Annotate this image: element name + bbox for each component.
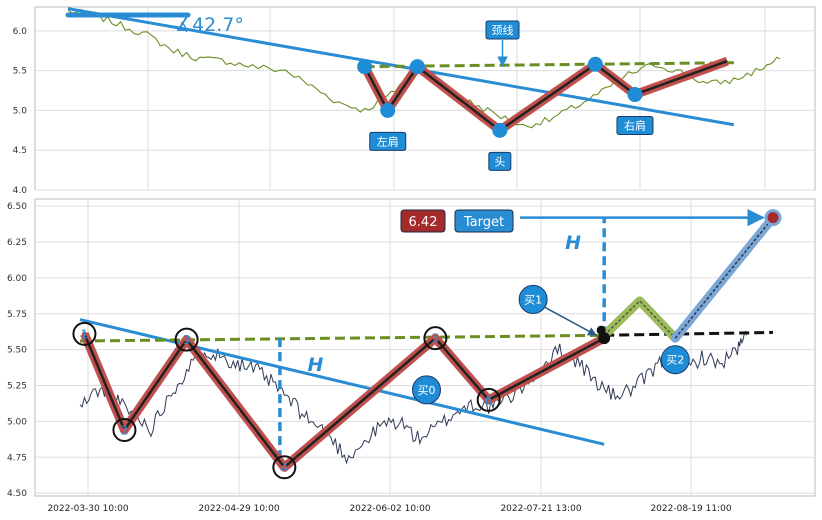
bottom-pattern-label: 5 <box>432 332 440 346</box>
bottom-x-tick-label: 2022-07-21 13:00 <box>500 504 581 514</box>
buy-points: 买0 买1 买2 <box>412 284 690 405</box>
top-pattern-point <box>409 59 425 75</box>
bottom-pattern-vertex <box>121 427 127 433</box>
top-pattern-point <box>380 102 396 118</box>
top-neckline <box>364 61 734 69</box>
bottom-y-tick-label: 6.50 <box>7 202 27 212</box>
neckline-callout: 颈线 <box>485 20 520 68</box>
height-label: H <box>307 354 323 376</box>
top-pattern-points <box>357 56 643 138</box>
bottom-panel: 4.50 4.75 5.00 5.25 5.50 5.75 6.00 6.25 6.50 202… <box>7 198 816 514</box>
bottom-pattern-vertex <box>281 464 287 470</box>
bottom-pattern-marker <box>423 326 448 351</box>
bottom-pattern-vertex <box>184 337 190 343</box>
bottom-x-tick-label: 2022-04-29 10:00 <box>198 504 279 514</box>
bottom-neckline <box>79 333 605 343</box>
projection-swing-line <box>603 300 676 339</box>
neckline-label: 颈线 <box>492 23 514 37</box>
breakout-extension-line <box>604 330 774 337</box>
target-label-box <box>454 209 514 233</box>
bottom-x-tick-label: 2022-03-30 10:00 <box>47 504 128 514</box>
bottom-pattern-marker <box>272 455 297 480</box>
bottom-pattern-points: 1 2 3 4 5 6 <box>72 321 611 480</box>
bottom-x-tick-label: 2022-08-19 11:00 <box>650 504 731 514</box>
bottom-pattern-vertex <box>432 335 438 341</box>
bottom-trend-line <box>79 318 605 446</box>
top-plot-frame <box>34 6 816 191</box>
bottom-pattern-vertex <box>486 397 492 403</box>
buy-point-label: 买1 <box>524 293 542 306</box>
top-panel: 4.0 4.5 5.0 5.5 6.0 ∡42.7° 左肩头 右肩 颈线 <box>13 6 816 196</box>
top-pattern-label-box <box>369 131 407 151</box>
bottom-x-tick-label: 2022-06-02 10:00 <box>349 504 430 514</box>
target-point <box>764 209 782 227</box>
bottom-pattern-marker <box>174 327 199 352</box>
target-value-box <box>400 209 446 233</box>
top-grid <box>35 7 815 191</box>
height-measurements: HH <box>278 217 606 468</box>
top-pattern-label-box <box>488 151 512 171</box>
bottom-y-tick-label: 5.25 <box>7 382 27 392</box>
bottom-pattern-label: 4 <box>281 461 289 475</box>
top-pattern-point <box>627 87 643 103</box>
bottom-y-tick-label: 5.00 <box>7 417 27 427</box>
bottom-y-tick-label: 5.50 <box>7 346 27 356</box>
bottom-grid <box>35 199 815 496</box>
top-pattern-point <box>357 59 373 75</box>
top-pattern-point <box>587 56 603 72</box>
buy-point-badge <box>660 345 690 375</box>
bottom-pattern-marker <box>112 418 137 442</box>
bottom-y-ticks: 4.50 4.75 5.00 5.25 5.50 5.75 6.00 6.25 6.50 <box>7 202 27 499</box>
top-pattern-point <box>492 122 508 138</box>
bottom-pattern-marker <box>476 387 501 412</box>
buy-arrow <box>544 306 597 336</box>
breakout-point <box>598 332 611 345</box>
top-y-tick-label: 6.0 <box>13 27 28 37</box>
top-pattern-label: 头 <box>494 155 505 168</box>
top-pattern-labels: 左肩头 右肩 <box>369 116 654 171</box>
bottom-y-tick-label: 4.50 <box>7 489 27 499</box>
bottom-pattern-label: 1 <box>81 327 89 341</box>
buy-point-label: 买0 <box>418 384 436 397</box>
buy-point-badge <box>412 375 441 405</box>
bottom-y-tick-label: 4.75 <box>7 453 27 463</box>
top-pattern-label: 右肩 <box>624 119 646 133</box>
angle-label: ∡42.7° <box>175 14 244 36</box>
target-label: Target <box>463 215 504 230</box>
bottom-y-tick-label: 6.00 <box>7 274 27 284</box>
bottom-pattern-label: 2 <box>121 424 129 438</box>
target-callout: 6.42 Target <box>400 208 782 233</box>
top-y-tick-label: 5.5 <box>13 67 27 77</box>
buy-point-label: 买2 <box>666 354 684 367</box>
neckline-label-box <box>485 20 520 40</box>
bottom-y-tick-label: 6.25 <box>7 238 27 248</box>
top-y-ticks: 4.0 4.5 5.0 5.5 6.0 <box>13 27 28 196</box>
bottom-price-line <box>79 330 747 465</box>
bottom-y-tick-label: 5.75 <box>7 310 27 320</box>
top-pattern-label: 左肩 <box>377 134 399 148</box>
top-y-tick-label: 4.0 <box>13 186 28 196</box>
bottom-x-ticks: 2022-03-30 10:00 2022-04-29 10:00 2022-06-… <box>47 504 731 514</box>
top-y-tick-label: 5.0 <box>13 106 28 116</box>
projection-target-line <box>674 217 774 339</box>
target-value: 6.42 <box>409 215 438 230</box>
bottom-pattern-vertex <box>81 331 87 337</box>
buy-point-badge <box>518 284 548 314</box>
bottom-pattern-label: 6 <box>485 393 493 407</box>
top-pattern-label-box <box>616 116 654 136</box>
top-y-tick-label: 4.5 <box>13 146 27 156</box>
bottom-pattern-label: 3 <box>183 333 191 347</box>
height-label: H <box>565 232 581 254</box>
breakout-point <box>596 325 606 335</box>
bottom-pattern-marker <box>72 321 97 346</box>
